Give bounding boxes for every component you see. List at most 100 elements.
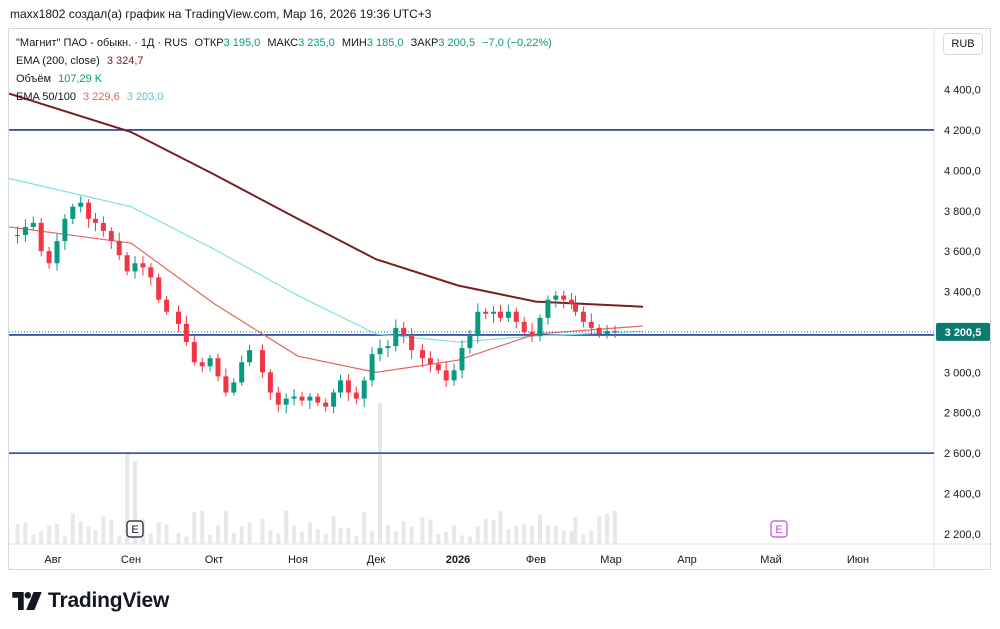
volume-bar bbox=[538, 514, 542, 544]
volume-bar bbox=[401, 521, 406, 544]
volume-bar bbox=[176, 533, 181, 544]
y-tick-label: 2 600,0 bbox=[944, 448, 981, 460]
candle-body bbox=[260, 350, 265, 373]
volume-bar bbox=[331, 516, 336, 544]
candle-body bbox=[537, 317, 543, 336]
candle-body bbox=[247, 350, 253, 363]
volume-bar bbox=[109, 519, 114, 544]
volume-bar bbox=[561, 530, 566, 544]
volume-bar bbox=[101, 516, 106, 544]
chart-attribution: maxx1802 создал(а) график на TradingView… bbox=[10, 7, 432, 21]
y-tick-label: 3 800,0 bbox=[944, 206, 981, 218]
volume-bar bbox=[338, 528, 343, 544]
x-tick-label: Май bbox=[760, 554, 782, 566]
legend-open-value: 3 195,0 bbox=[223, 37, 261, 49]
candle-body bbox=[331, 392, 337, 407]
candle-body bbox=[323, 402, 329, 407]
volume-bar bbox=[23, 522, 28, 544]
volume-bar bbox=[498, 511, 503, 544]
price-chart[interactable]: 4 600,04 400,04 200,04 000,03 800,03 600… bbox=[9, 29, 992, 571]
volume-bar bbox=[93, 530, 98, 544]
volume-bar bbox=[323, 533, 328, 544]
candle-body bbox=[569, 299, 575, 304]
volume-bar bbox=[31, 534, 36, 544]
volume-bar bbox=[223, 511, 228, 544]
candle-body bbox=[223, 376, 229, 393]
chart-frame: 4 600,04 400,04 200,04 000,03 800,03 600… bbox=[8, 28, 992, 571]
candle-body bbox=[283, 398, 289, 405]
current-price-tag-label: 3 200,5 bbox=[945, 327, 982, 339]
candle-body bbox=[267, 372, 273, 393]
candle-body bbox=[299, 396, 305, 401]
legend-high-value: 3 235,0 bbox=[298, 37, 335, 49]
candle-body bbox=[361, 380, 367, 399]
candle-body bbox=[176, 311, 181, 324]
candle-body bbox=[148, 267, 154, 278]
candle-body bbox=[199, 362, 205, 367]
volume-bar bbox=[164, 524, 169, 544]
candle-body bbox=[100, 222, 106, 231]
candle-body bbox=[521, 321, 527, 332]
legend-ema200-row[interactable]: EMA (200, close) 3 324,7 bbox=[16, 52, 552, 70]
legend-low-value: 3 185,0 bbox=[366, 37, 404, 49]
volume-bar bbox=[378, 403, 382, 544]
legend-symbol[interactable]: "Магнит" ПАО - обыкн. · 1Д · RUS bbox=[16, 37, 188, 49]
volume-bar bbox=[553, 525, 558, 544]
volume-bar bbox=[514, 525, 519, 544]
volume-bar bbox=[70, 513, 75, 544]
candle-body bbox=[545, 299, 551, 318]
candle-body bbox=[475, 311, 481, 336]
legend-ema50-100-row[interactable]: EMA 50/100 3 229,6 3 203,0 bbox=[16, 88, 552, 106]
candle-body bbox=[451, 370, 457, 381]
candle-body bbox=[513, 311, 519, 322]
volume-bar bbox=[354, 535, 359, 544]
tradingview-logo[interactable]: TradingView bbox=[12, 588, 169, 614]
volume-bar bbox=[530, 525, 535, 544]
candle-body bbox=[132, 263, 138, 272]
candle-body bbox=[307, 396, 313, 401]
candle-body bbox=[369, 354, 375, 381]
y-tick-label: 4 400,0 bbox=[944, 85, 981, 97]
volume-bar bbox=[491, 519, 496, 544]
candle-body bbox=[156, 277, 162, 300]
volume-bar bbox=[15, 524, 20, 544]
x-tick-label: Фев bbox=[526, 554, 546, 566]
candle-body bbox=[529, 331, 535, 336]
candle-body bbox=[231, 382, 237, 393]
volume-bar bbox=[589, 530, 594, 544]
chart-legend: "Магнит" ПАО - обыкн. · 1Д · RUS ОТКР3 1… bbox=[16, 34, 552, 106]
candle-body bbox=[338, 380, 343, 393]
candle-body bbox=[345, 380, 351, 393]
earnings-marker-label: E bbox=[131, 524, 138, 536]
volume-bar bbox=[420, 516, 425, 544]
volume-bar bbox=[385, 524, 390, 544]
candle-body bbox=[580, 311, 586, 322]
y-tick-label: 3 600,0 bbox=[944, 246, 981, 258]
candle-body bbox=[573, 303, 578, 312]
volume-bar bbox=[393, 531, 398, 544]
legend-ema50-100-label: EMA 50/100 bbox=[16, 91, 76, 103]
candle-body bbox=[385, 346, 391, 349]
candle-body bbox=[46, 251, 52, 264]
candle-body bbox=[596, 327, 602, 334]
legend-low-label: МИН bbox=[341, 37, 367, 49]
volume-bar bbox=[444, 531, 449, 544]
candle-body bbox=[164, 299, 170, 312]
legend-close-value: 3 200,5 bbox=[438, 37, 476, 49]
candle-body bbox=[498, 311, 503, 318]
y-tick-label: 4 200,0 bbox=[944, 125, 981, 137]
y-tick-label: 2 200,0 bbox=[944, 529, 981, 541]
legend-volume-value: 107,29 K bbox=[58, 73, 103, 85]
candle-body bbox=[427, 358, 433, 365]
candle-body bbox=[353, 392, 359, 399]
candle-body bbox=[239, 362, 245, 383]
currency-button[interactable]: RUB bbox=[943, 33, 983, 55]
volume-bar bbox=[483, 518, 488, 544]
volume-bar bbox=[522, 524, 527, 544]
volume-bar bbox=[117, 535, 122, 544]
volume-bar bbox=[573, 517, 578, 544]
candle-body bbox=[30, 222, 36, 227]
legend-volume-row[interactable]: Объём 107,29 K bbox=[16, 70, 552, 88]
legend-ema200-value: 3 324,7 bbox=[106, 55, 144, 67]
candle-body bbox=[62, 218, 68, 242]
